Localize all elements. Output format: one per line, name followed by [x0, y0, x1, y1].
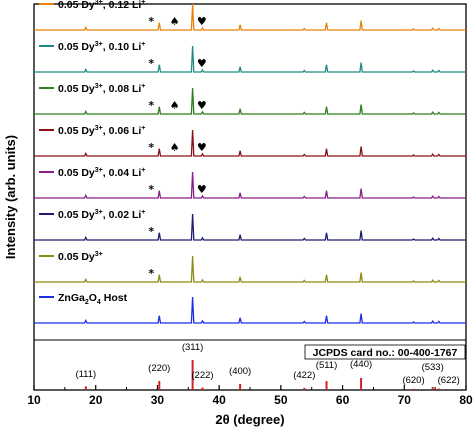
hkl-label-3: (222)	[191, 370, 213, 381]
legend-group: 0.05 Dy3+, 0.12 Li+ 0.05 Dy3+, 0.10 Li+ 0.…	[39, 0, 145, 306]
hkl-label-10: (622)	[438, 375, 460, 386]
xrd-trace-2	[34, 87, 466, 115]
marker-spade-2: ♠	[170, 99, 180, 112]
hkl-label-6: (511)	[316, 360, 337, 371]
legend-label-0: 0.05 Dy3+, 0.12 Li+	[58, 0, 145, 11]
hkl-label-5: (422)	[293, 370, 315, 381]
marker-heart-0: ♥	[197, 15, 207, 28]
marker-asterisk-2: *	[148, 99, 154, 112]
legend-label-5: 0.05 Dy3+, 0.02 Li+	[58, 209, 145, 221]
legend-label-7: ZnGa2O4 Host	[58, 292, 128, 306]
x-tick-label-6: 70	[398, 393, 412, 407]
marker-asterisk-6: *	[148, 267, 154, 280]
x-axis-title: 2θ (degree)	[215, 412, 284, 427]
xrd-trace-4	[34, 171, 466, 199]
marker-asterisk-4: *	[148, 183, 154, 196]
x-tick-label-3: 40	[212, 393, 226, 407]
x-tick-label-7: 80	[459, 393, 473, 407]
jcpds-box	[304, 344, 466, 360]
reference-pattern: (111) (220) (311) (222) (400) (422)(511) (440)…	[75, 342, 466, 390]
marker-asterisk-1: *	[148, 57, 154, 70]
x-tick-label-4: 50	[274, 393, 288, 407]
xrd-trace-7	[34, 296, 466, 324]
hkl-label-0: (111)	[75, 369, 96, 380]
legend-label-3: 0.05 Dy3+, 0.06 Li+	[58, 125, 145, 137]
marker-heart-1: ♥	[197, 57, 207, 70]
hkl-label-1: (220)	[148, 363, 170, 374]
marker-heart-3: ♥	[197, 141, 207, 154]
hkl-label-9: (533)	[422, 362, 444, 373]
xrd-trace-1	[34, 45, 466, 73]
hkl-label-2: (311)	[182, 342, 203, 353]
hkl-label-7: (440)	[350, 359, 372, 370]
x-tick-label-1: 20	[89, 393, 103, 407]
legend-label-1: 0.05 Dy3+, 0.10 Li+	[58, 41, 145, 53]
legend-label-4: 0.05 Dy3+, 0.04 Li+	[58, 167, 145, 179]
xrd-trace-6	[34, 255, 466, 283]
marker-asterisk-5: *	[148, 225, 154, 238]
marker-heart-4: ♥	[197, 183, 207, 196]
x-tick-label-5: 60	[336, 393, 350, 407]
y-axis-title: Intensity (arb. units)	[3, 135, 18, 259]
xrd-trace-0	[34, 3, 466, 31]
x-axis-ticks: 10 20 30 40 50 60 70 80	[27, 385, 473, 407]
x-tick-label-2: 30	[151, 393, 165, 407]
marker-asterisk-0: *	[148, 15, 154, 28]
marker-heart-2: ♥	[197, 99, 207, 112]
impurity-markers: * ♠ ♥ * ♥ * ♠ ♥ * ♠ ♥ * ♥ * *	[148, 15, 206, 280]
hkl-label-8: (620)	[402, 375, 424, 386]
marker-asterisk-3: *	[148, 141, 154, 154]
xrd-trace-5	[34, 213, 466, 241]
jcpds-label: JCPDS card no.: 00-400-1767	[313, 347, 458, 359]
legend-label-6: 0.05 Dy3+	[58, 251, 103, 263]
hkl-label-4: (400)	[229, 366, 251, 377]
marker-spade-3: ♠	[170, 141, 180, 154]
legend-label-2: 0.05 Dy3+, 0.08 Li+	[58, 83, 145, 95]
xrd-traces	[34, 3, 466, 324]
marker-spade-0: ♠	[170, 15, 180, 28]
xrd-trace-3	[34, 129, 466, 157]
x-tick-label-0: 10	[27, 393, 41, 407]
plot-frame	[33, 3, 467, 391]
